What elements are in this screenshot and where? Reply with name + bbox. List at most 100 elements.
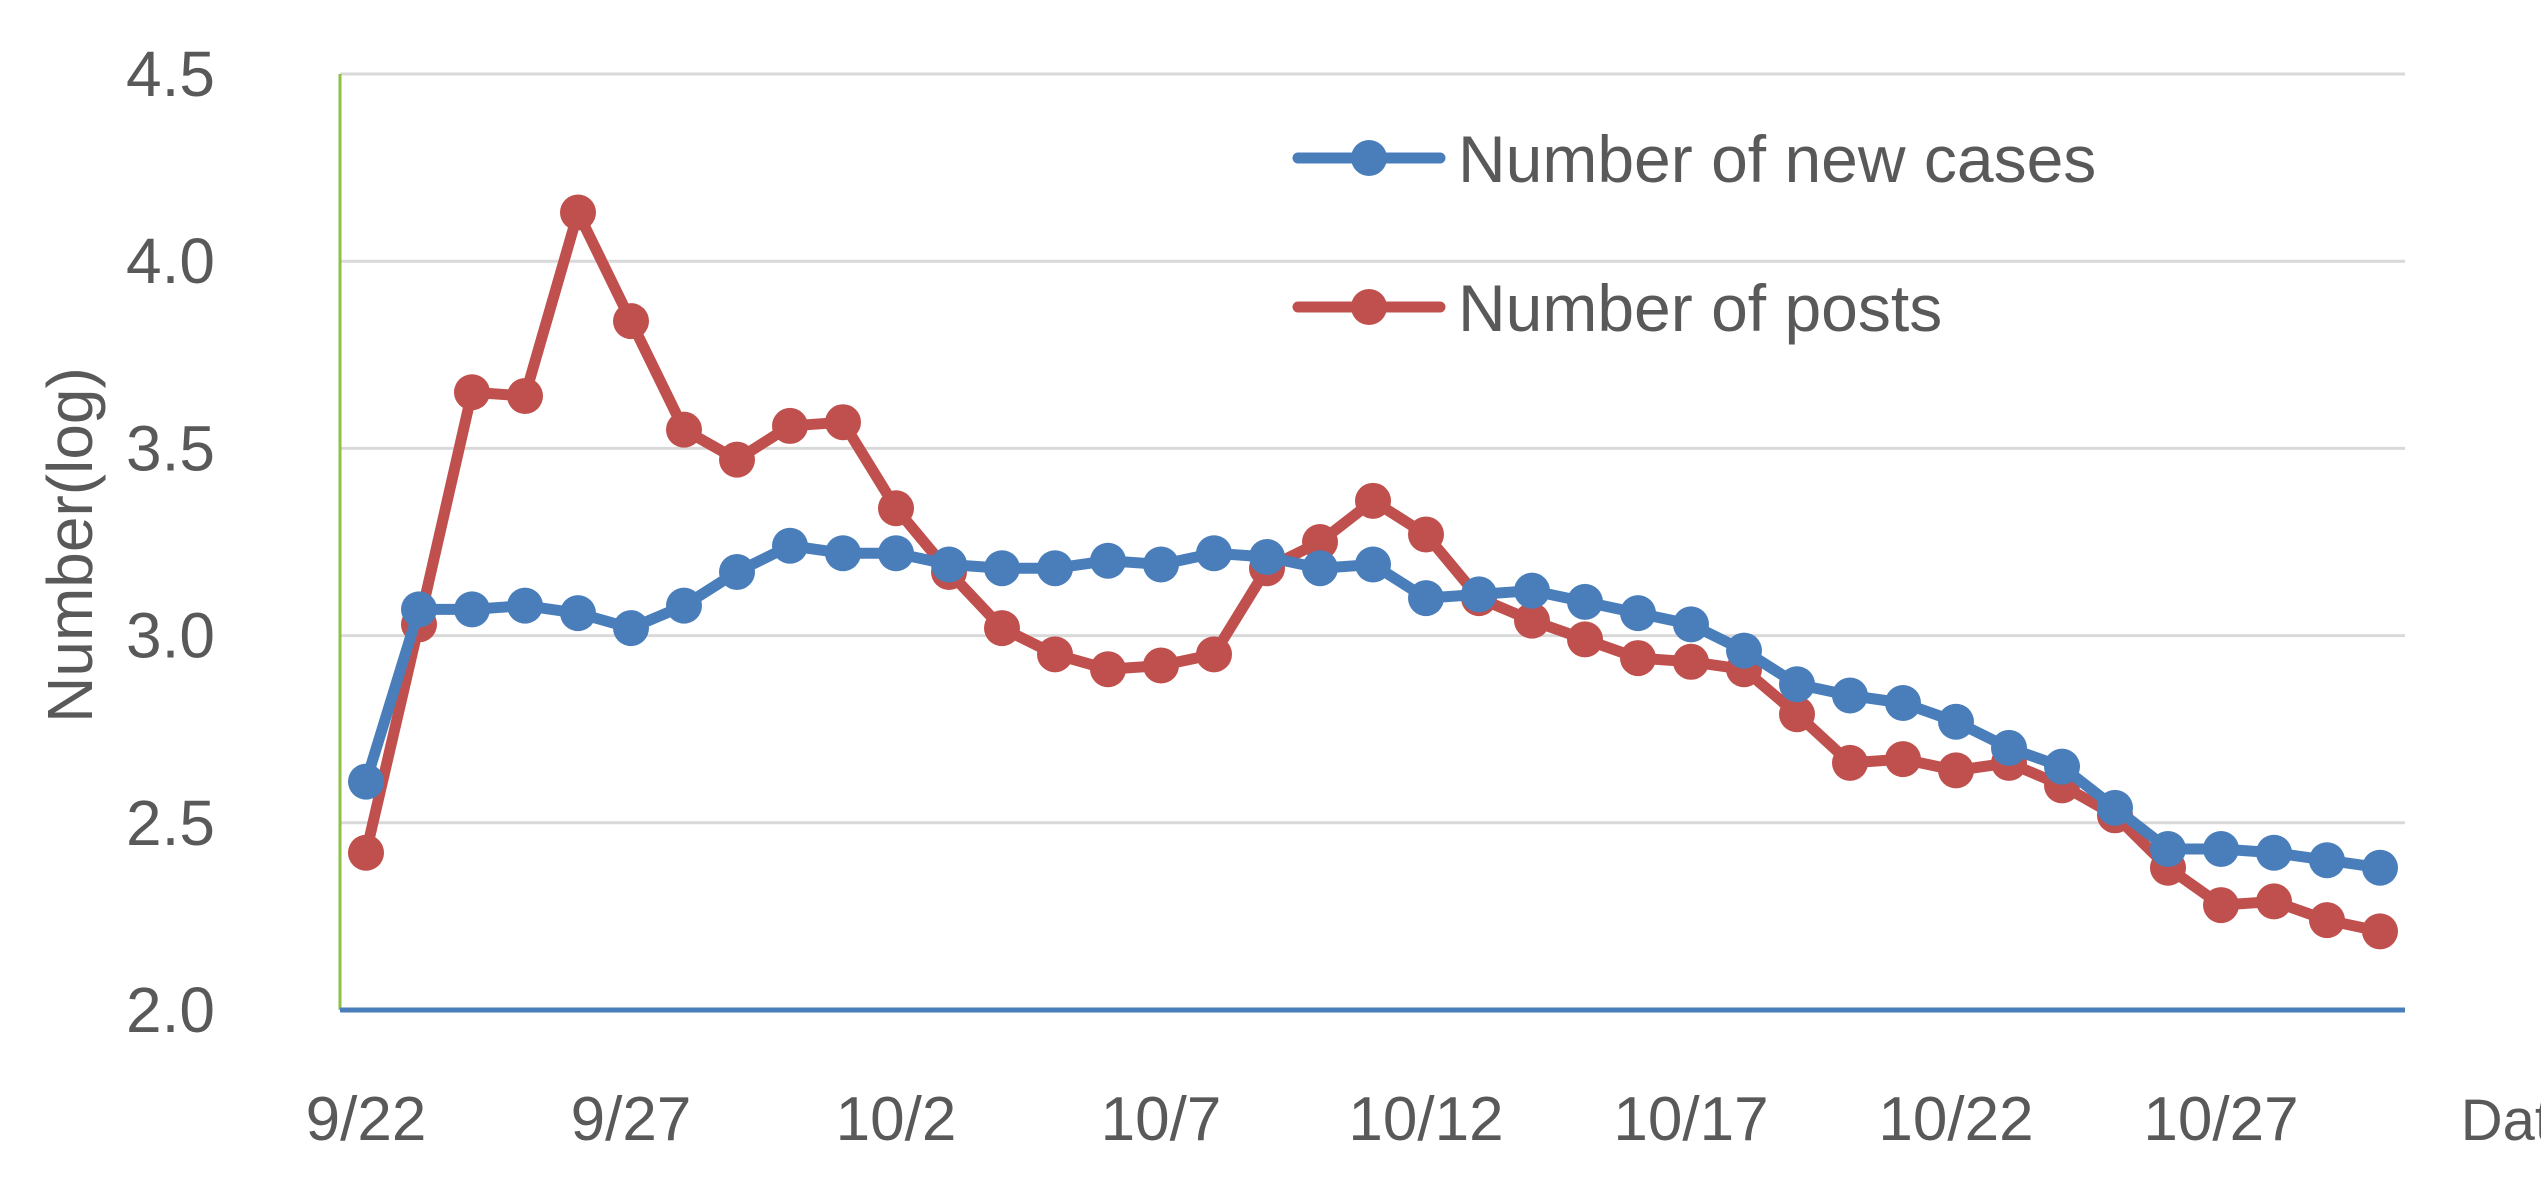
axes	[338, 74, 2405, 1013]
data-point	[1567, 621, 1603, 658]
y-tick-label: 4.5	[126, 38, 215, 110]
data-point	[1143, 546, 1179, 583]
data-point	[1037, 636, 1073, 673]
data-point	[454, 374, 490, 411]
data-point	[1779, 666, 1815, 703]
x-axis-title: Date	[2461, 1088, 2541, 1153]
data-point	[2203, 831, 2239, 868]
data-point	[348, 834, 384, 871]
data-point	[666, 411, 702, 448]
data-point	[1249, 538, 1285, 575]
data-point	[1673, 643, 1709, 680]
data-point	[1037, 550, 1073, 587]
x-tick-label: 10/22	[1878, 1085, 2033, 1154]
legend-item-new-cases: Number of new cases	[1292, 122, 2096, 196]
y-tick-label: 2.0	[126, 974, 215, 1046]
data-point	[348, 763, 384, 800]
data-point	[560, 595, 596, 632]
y-tick-labels: 2.0 2.5 3.0 3.5 4.0 4.5	[126, 38, 215, 1046]
data-point	[878, 535, 914, 572]
data-point	[1567, 583, 1603, 620]
data-point	[1090, 542, 1126, 579]
x-tick-label: 10/2	[836, 1085, 957, 1154]
data-point	[1991, 729, 2027, 766]
data-point	[401, 591, 437, 628]
data-point	[2362, 849, 2398, 886]
data-point	[1673, 606, 1709, 643]
y-axis-title: Number(log)	[34, 367, 106, 723]
x-tick-label: 10/27	[2143, 1085, 2298, 1154]
y-tick-label: 2.5	[126, 787, 215, 859]
y-tick-label: 3.5	[126, 412, 215, 484]
data-point	[1302, 550, 1338, 587]
legend-label: Number of posts	[1458, 271, 1942, 345]
data-point	[1832, 744, 1868, 781]
data-point	[1620, 595, 1656, 632]
series	[348, 194, 2398, 950]
x-tick-label: 9/22	[306, 1085, 427, 1154]
data-point	[825, 404, 861, 441]
data-point	[825, 535, 861, 572]
data-point	[1885, 684, 1921, 721]
data-point	[1355, 482, 1391, 519]
data-point	[1461, 576, 1497, 613]
data-point	[719, 553, 755, 590]
data-point	[1196, 535, 1232, 572]
legend-item-posts: Number of posts	[1292, 271, 1942, 345]
x-tick-label: 9/27	[571, 1085, 692, 1154]
legend-label: Number of new cases	[1458, 122, 2096, 196]
legend-swatch-marker	[1351, 140, 1387, 176]
data-point	[666, 587, 702, 624]
data-point	[2309, 842, 2345, 879]
x-tick-labels: 9/22 9/27 10/2 10/7 10/12 10/17 10/22 10/27	[306, 1085, 2299, 1154]
data-point	[2256, 834, 2292, 871]
data-point	[1832, 677, 1868, 714]
legend-swatch-marker	[1351, 289, 1387, 325]
data-point	[984, 550, 1020, 587]
x-tick-label: 10/17	[1613, 1085, 1768, 1154]
data-point	[1514, 572, 1550, 609]
data-point	[1779, 696, 1815, 733]
x-tick-label: 10/7	[1101, 1085, 1222, 1154]
data-point	[1408, 580, 1444, 617]
data-point	[613, 610, 649, 647]
data-point	[1408, 516, 1444, 553]
data-point	[1355, 546, 1391, 583]
data-point	[560, 194, 596, 231]
data-point	[1620, 640, 1656, 677]
data-point	[1143, 647, 1179, 684]
data-point	[1196, 636, 1232, 673]
data-point	[507, 377, 543, 414]
series-line	[360, 540, 2386, 874]
data-point	[1938, 703, 1974, 740]
data-point	[1885, 741, 1921, 778]
data-point	[878, 490, 914, 527]
data-point	[507, 587, 543, 624]
data-point	[2203, 887, 2239, 924]
data-point	[772, 527, 808, 564]
gridlines	[340, 72, 2405, 825]
y-tick-label: 3.0	[126, 600, 215, 672]
data-point	[454, 591, 490, 628]
data-point	[1514, 602, 1550, 639]
data-point	[772, 407, 808, 444]
data-point	[2044, 748, 2080, 785]
data-point	[1090, 651, 1126, 688]
series-new-cases	[348, 527, 2398, 886]
data-point	[2362, 913, 2398, 950]
data-point	[2150, 831, 2186, 868]
data-point	[613, 303, 649, 340]
data-point	[1938, 752, 1974, 789]
data-point	[2256, 883, 2292, 920]
legend: Number of new cases Number of posts	[1292, 122, 2096, 345]
data-point	[931, 546, 967, 583]
data-point	[1302, 524, 1338, 560]
data-point	[1726, 632, 1762, 669]
data-point	[2097, 789, 2133, 826]
x-tick-label: 10/12	[1348, 1085, 1503, 1154]
data-point	[719, 441, 755, 478]
y-tick-label: 4.0	[126, 225, 215, 297]
data-point	[984, 610, 1020, 647]
